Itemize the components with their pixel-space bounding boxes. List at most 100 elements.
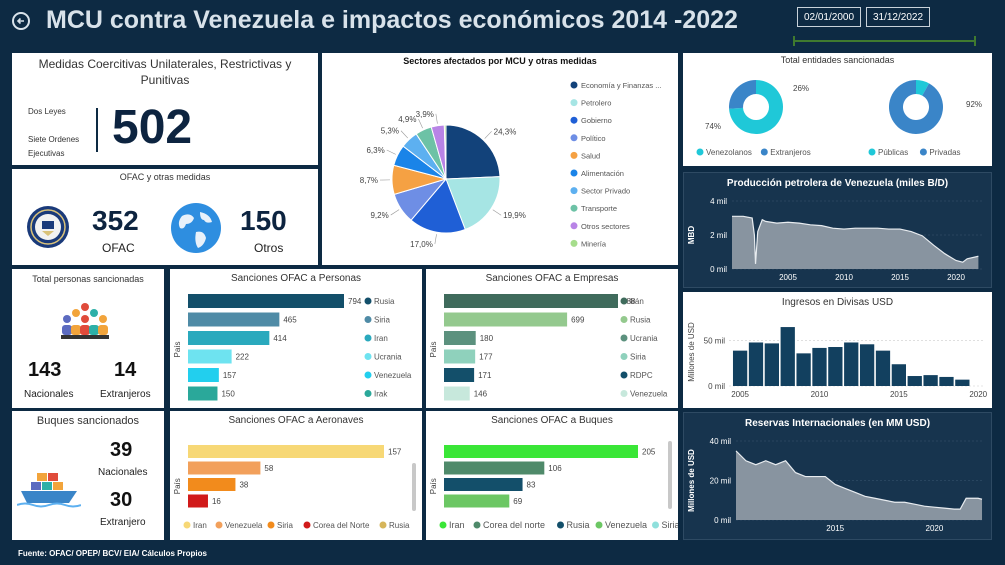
date-slider[interactable]: [793, 36, 976, 46]
ingresos-bar-chart: 0 mil 50 mil 2005 2010 2015 2020 Millones de U…: [687, 322, 988, 399]
pie-slice: [445, 124, 501, 180]
bar: [844, 342, 859, 386]
area-fill: [736, 450, 983, 520]
sectores-title: Sectores afectados por MCU y otras medid…: [403, 56, 597, 66]
pie-data-label: 6,3%: [366, 146, 384, 155]
date-end-input[interactable]: 31/12/2022: [866, 7, 930, 27]
empresas-ofac-title: Sanciones OFAC a Empresas: [485, 273, 619, 284]
legend-label: Minería: [581, 239, 607, 248]
legend-dot: [303, 521, 311, 529]
donut-data-label: 26%: [793, 84, 809, 93]
donut-slice: [889, 80, 943, 134]
legend-label: Venezuela: [605, 520, 647, 530]
bar: [796, 353, 811, 386]
bar: [764, 343, 779, 386]
legend-label: Venezuela: [374, 371, 412, 380]
bar: [444, 312, 568, 327]
legend-label: Rusia: [567, 520, 590, 530]
entidades-panel: Total entidades sancionadas 74% 26% Venezo…: [683, 53, 992, 166]
bar-data-label: 106: [548, 464, 562, 473]
pie-leader-line: [484, 131, 492, 139]
legend-dot: [570, 222, 578, 230]
donut-data-label: 74%: [705, 122, 721, 131]
legend-label: Gobierno: [581, 116, 612, 125]
legend-label: Siria: [630, 353, 647, 362]
legend-dot: [183, 521, 191, 529]
bar-data-label: 699: [571, 316, 585, 325]
bar: [748, 342, 764, 386]
date-start-input[interactable]: 02/01/2000: [797, 7, 861, 27]
legend-label: Ucrania: [374, 353, 402, 362]
reservas-panel: Reservas Internacionales (en MM USD) 0 m…: [683, 412, 992, 540]
series-line: [732, 215, 979, 264]
x-tick-label: 2015: [891, 273, 909, 282]
legend-dot: [364, 297, 372, 305]
legend-label: Extranjeros: [770, 148, 810, 157]
bar: [188, 386, 218, 401]
pie-data-label: 19,9%: [503, 211, 526, 220]
bar-data-label: 414: [273, 334, 287, 343]
legend-label: Iran: [449, 520, 465, 530]
pie-slice: [410, 178, 466, 234]
bar: [188, 331, 270, 345]
produccion-panel: Producción petrolera de Venezuela (miles…: [683, 172, 992, 288]
legend-dot: [267, 521, 275, 529]
back-button[interactable]: [12, 12, 30, 30]
legend-label: Político: [581, 134, 606, 143]
bar: [444, 349, 476, 364]
y-tick-label: 0 mil: [710, 265, 727, 274]
legend-label: Iran: [374, 334, 388, 343]
date-slider-handle-start[interactable]: [793, 36, 795, 46]
empresas-ofac-panel: Sanciones OFAC a Empresas País 988 699 180 1…: [426, 269, 678, 408]
personas-title: Total personas sancionadas: [32, 274, 144, 284]
date-slider-handle-end[interactable]: [974, 36, 976, 46]
bar: [444, 368, 475, 382]
buques-ofac-bar-chart: País 205 106 83 69 Iran Corea del norte Rusia Ve…: [429, 445, 678, 530]
sectores-pie-chart: 24,3% 19,9% 17,0% 9,2% 8,7% 6,3% 5,3% 4,9%3,9% E…: [360, 81, 662, 249]
bar-data-label: 69: [513, 497, 522, 506]
legend-dot: [570, 187, 578, 195]
legend-dot: [620, 353, 628, 360]
y-tick-label: 0 mil: [714, 516, 731, 525]
bar: [444, 294, 618, 308]
bar: [188, 478, 236, 491]
reservas-title: Reservas Internacionales (en MM USD): [744, 418, 931, 429]
pie-data-label: 17,0%: [410, 240, 433, 249]
legend-dot: [570, 204, 578, 212]
pie-slice: [443, 124, 447, 180]
legend-label: Rusia: [389, 521, 410, 530]
bar-data-label: 794: [348, 297, 362, 306]
bar: [955, 379, 970, 386]
mcu-line2: Siete Ordenes Ejecutivas: [28, 135, 80, 158]
bar: [875, 350, 891, 386]
pie-data-label: 4,9%: [398, 115, 416, 124]
x-tick-label: 2020: [969, 390, 987, 399]
pie-leader-line: [418, 118, 423, 129]
legend-label: Venezuela: [630, 390, 668, 399]
y-tick-label: 2 mil: [710, 231, 727, 240]
bar: [444, 494, 510, 508]
personas-ofac-panel: Sanciones OFAC a Personas País 794 465 414 2…: [170, 269, 422, 408]
bar-data-label: 205: [642, 448, 656, 457]
otros-value: 150: [240, 205, 287, 236]
buques-scrollbar[interactable]: [668, 441, 672, 509]
people-group-icon: [61, 303, 109, 339]
y-tick-label: 50 mil: [704, 337, 726, 346]
bar: [939, 376, 954, 386]
bar: [444, 461, 545, 475]
bar: [859, 344, 875, 386]
pie-leader-line: [400, 130, 409, 139]
date-slider-track: [793, 40, 976, 42]
bar-data-label: 465: [283, 316, 297, 325]
aeronaves-scrollbar[interactable]: [412, 463, 416, 511]
pie-leader-line: [386, 149, 396, 155]
mcu-divider: [96, 108, 98, 152]
bar: [812, 347, 827, 386]
y-tick-label: 40 mil: [710, 437, 732, 446]
bar-data-label: 83: [527, 481, 536, 490]
legend-label: Petrolero: [581, 99, 611, 108]
pie-leader-line: [435, 113, 438, 124]
buques-extranjero-label: Extranjero: [100, 517, 146, 528]
legend-dot: [364, 316, 372, 323]
aeronaves-ofac-bar-chart: País 157 58 38 16 Iran Venezuela Siria Corea del…: [173, 445, 410, 530]
